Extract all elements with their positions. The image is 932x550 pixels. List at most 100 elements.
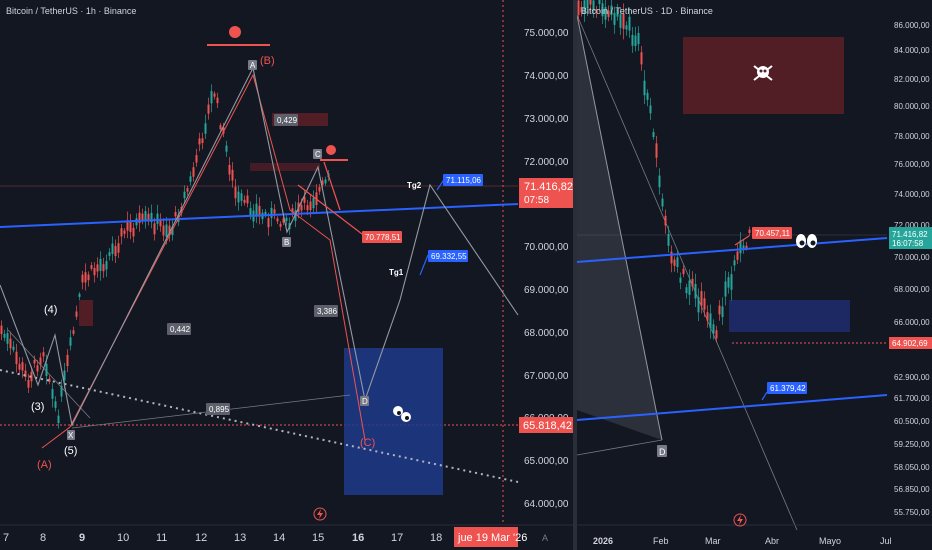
time-tick: 17 — [391, 532, 403, 544]
lightning-icon[interactable] — [313, 507, 327, 521]
lower-trendline[interactable] — [577, 394, 888, 421]
lightning-icon[interactable] — [733, 513, 747, 527]
candle — [129, 220, 132, 233]
arrow-line — [419, 254, 429, 276]
wave-projection-line[interactable] — [0, 66, 519, 427]
candle — [204, 123, 207, 134]
candle — [228, 164, 231, 175]
candle — [267, 218, 270, 228]
candle — [183, 191, 186, 199]
wave-label-5: (5) — [64, 445, 77, 457]
candle — [679, 277, 682, 283]
candle — [84, 272, 87, 283]
dotted-trendline[interactable] — [0, 369, 519, 483]
price-tick: 84.000,00 — [894, 46, 930, 55]
candle — [69, 337, 72, 346]
countdown: 07:58 — [524, 195, 549, 206]
candle — [595, 9, 598, 13]
price-tick: 56.850,00 — [894, 485, 930, 494]
resistance-box-3[interactable] — [79, 300, 93, 326]
red-dot-marker[interactable] — [326, 145, 336, 155]
candle — [36, 365, 39, 372]
resistance-box-2[interactable] — [250, 163, 320, 171]
candle — [300, 205, 303, 211]
price-tick: 69.000,00 — [524, 285, 569, 296]
pane-divider[interactable] — [573, 0, 577, 550]
candle — [9, 338, 12, 349]
candle — [649, 105, 652, 114]
candle — [186, 188, 189, 192]
candle — [682, 268, 685, 275]
candle — [147, 213, 150, 221]
price-tick: 68.000,00 — [524, 328, 569, 339]
support-zone[interactable] — [729, 300, 850, 332]
candle — [291, 208, 294, 213]
candle — [15, 351, 18, 365]
candle — [60, 385, 63, 397]
time-axis[interactable]: 7 8 9 10 11 12 13 14 15 16 17 18 — [3, 532, 442, 544]
auto-scale-button[interactable]: A — [542, 533, 548, 543]
ratio-label: 3,386 — [317, 307, 338, 316]
candle — [99, 258, 102, 271]
target-zone[interactable] — [344, 348, 443, 495]
hourly-chart-pane[interactable]: 75.000,00 74.000,00 73.000,00 72.000,00 … — [0, 0, 573, 550]
date-badge[interactable] — [454, 527, 518, 547]
countdown: 16:07:58 — [892, 239, 924, 248]
candle — [742, 245, 745, 251]
price-tick: 78.000,00 — [894, 132, 930, 141]
candle — [165, 224, 168, 237]
candle — [676, 257, 679, 267]
candle — [712, 324, 715, 334]
trendline[interactable] — [0, 203, 519, 228]
candle — [736, 251, 739, 260]
candle — [703, 298, 706, 310]
price-axis[interactable]: 75.000,00 74.000,00 73.000,00 72.000,00 … — [524, 28, 569, 510]
price-tick: 82.000,00 — [894, 75, 930, 84]
price-tick: 74.000,00 — [524, 71, 569, 82]
candle — [159, 220, 162, 227]
wave-abc-line[interactable] — [41, 73, 366, 449]
daily-chart-canvas[interactable]: 70.457,11 61.379,42 D 86.000,00 84.000,0… — [577, 0, 932, 550]
candle — [6, 333, 9, 344]
trendline[interactable] — [577, 237, 888, 263]
candle — [87, 274, 90, 281]
candle — [637, 32, 640, 45]
time-axis[interactable]: 2026 Feb Mar Abr Mayo Jul — [593, 536, 892, 546]
candle — [222, 127, 225, 134]
candle — [730, 274, 733, 290]
target-2-value: 71.115,06 — [446, 176, 482, 185]
price-tick: 62.900,00 — [894, 373, 930, 382]
level-price-badge[interactable] — [889, 337, 932, 349]
chart-title: Bitcoin / TetherUS · 1h · Binance — [6, 6, 137, 16]
candle — [90, 265, 93, 269]
current-price-badge[interactable] — [889, 227, 932, 249]
hourly-chart-canvas[interactable]: 75.000,00 74.000,00 73.000,00 72.000,00 … — [0, 0, 573, 550]
candle — [195, 155, 198, 163]
candle — [270, 207, 273, 219]
candle — [45, 363, 48, 376]
target-3-value: 70.778,51 — [365, 233, 401, 242]
arrow-line — [323, 161, 341, 211]
level-price-badge[interactable] — [519, 417, 573, 433]
candle — [246, 195, 249, 204]
time-tick: 16 — [352, 532, 364, 544]
candle — [171, 226, 174, 236]
candle — [658, 175, 661, 188]
candle — [303, 196, 306, 203]
daily-chart-pane[interactable]: 70.457,11 61.379,42 D 86.000,00 84.000,0… — [577, 0, 932, 550]
wave-label-3: (3) — [31, 401, 44, 413]
candle — [306, 205, 309, 211]
candle — [279, 223, 282, 227]
candle — [318, 187, 321, 192]
time-tick: Abr — [765, 536, 779, 546]
candle — [697, 297, 700, 313]
level-price: 65.818,42 — [523, 420, 572, 432]
candle — [634, 35, 637, 47]
surprised-face-icon — [393, 406, 411, 422]
current-price-badge[interactable] — [519, 178, 573, 208]
candle — [592, 0, 595, 11]
candle — [294, 210, 297, 221]
red-dot-marker[interactable] — [229, 26, 241, 38]
price-axis[interactable]: 86.000,00 84.000,00 82.000,00 80.000,00 … — [894, 21, 930, 517]
date-badge-text: jue 19 Mar '26 — [457, 532, 527, 544]
